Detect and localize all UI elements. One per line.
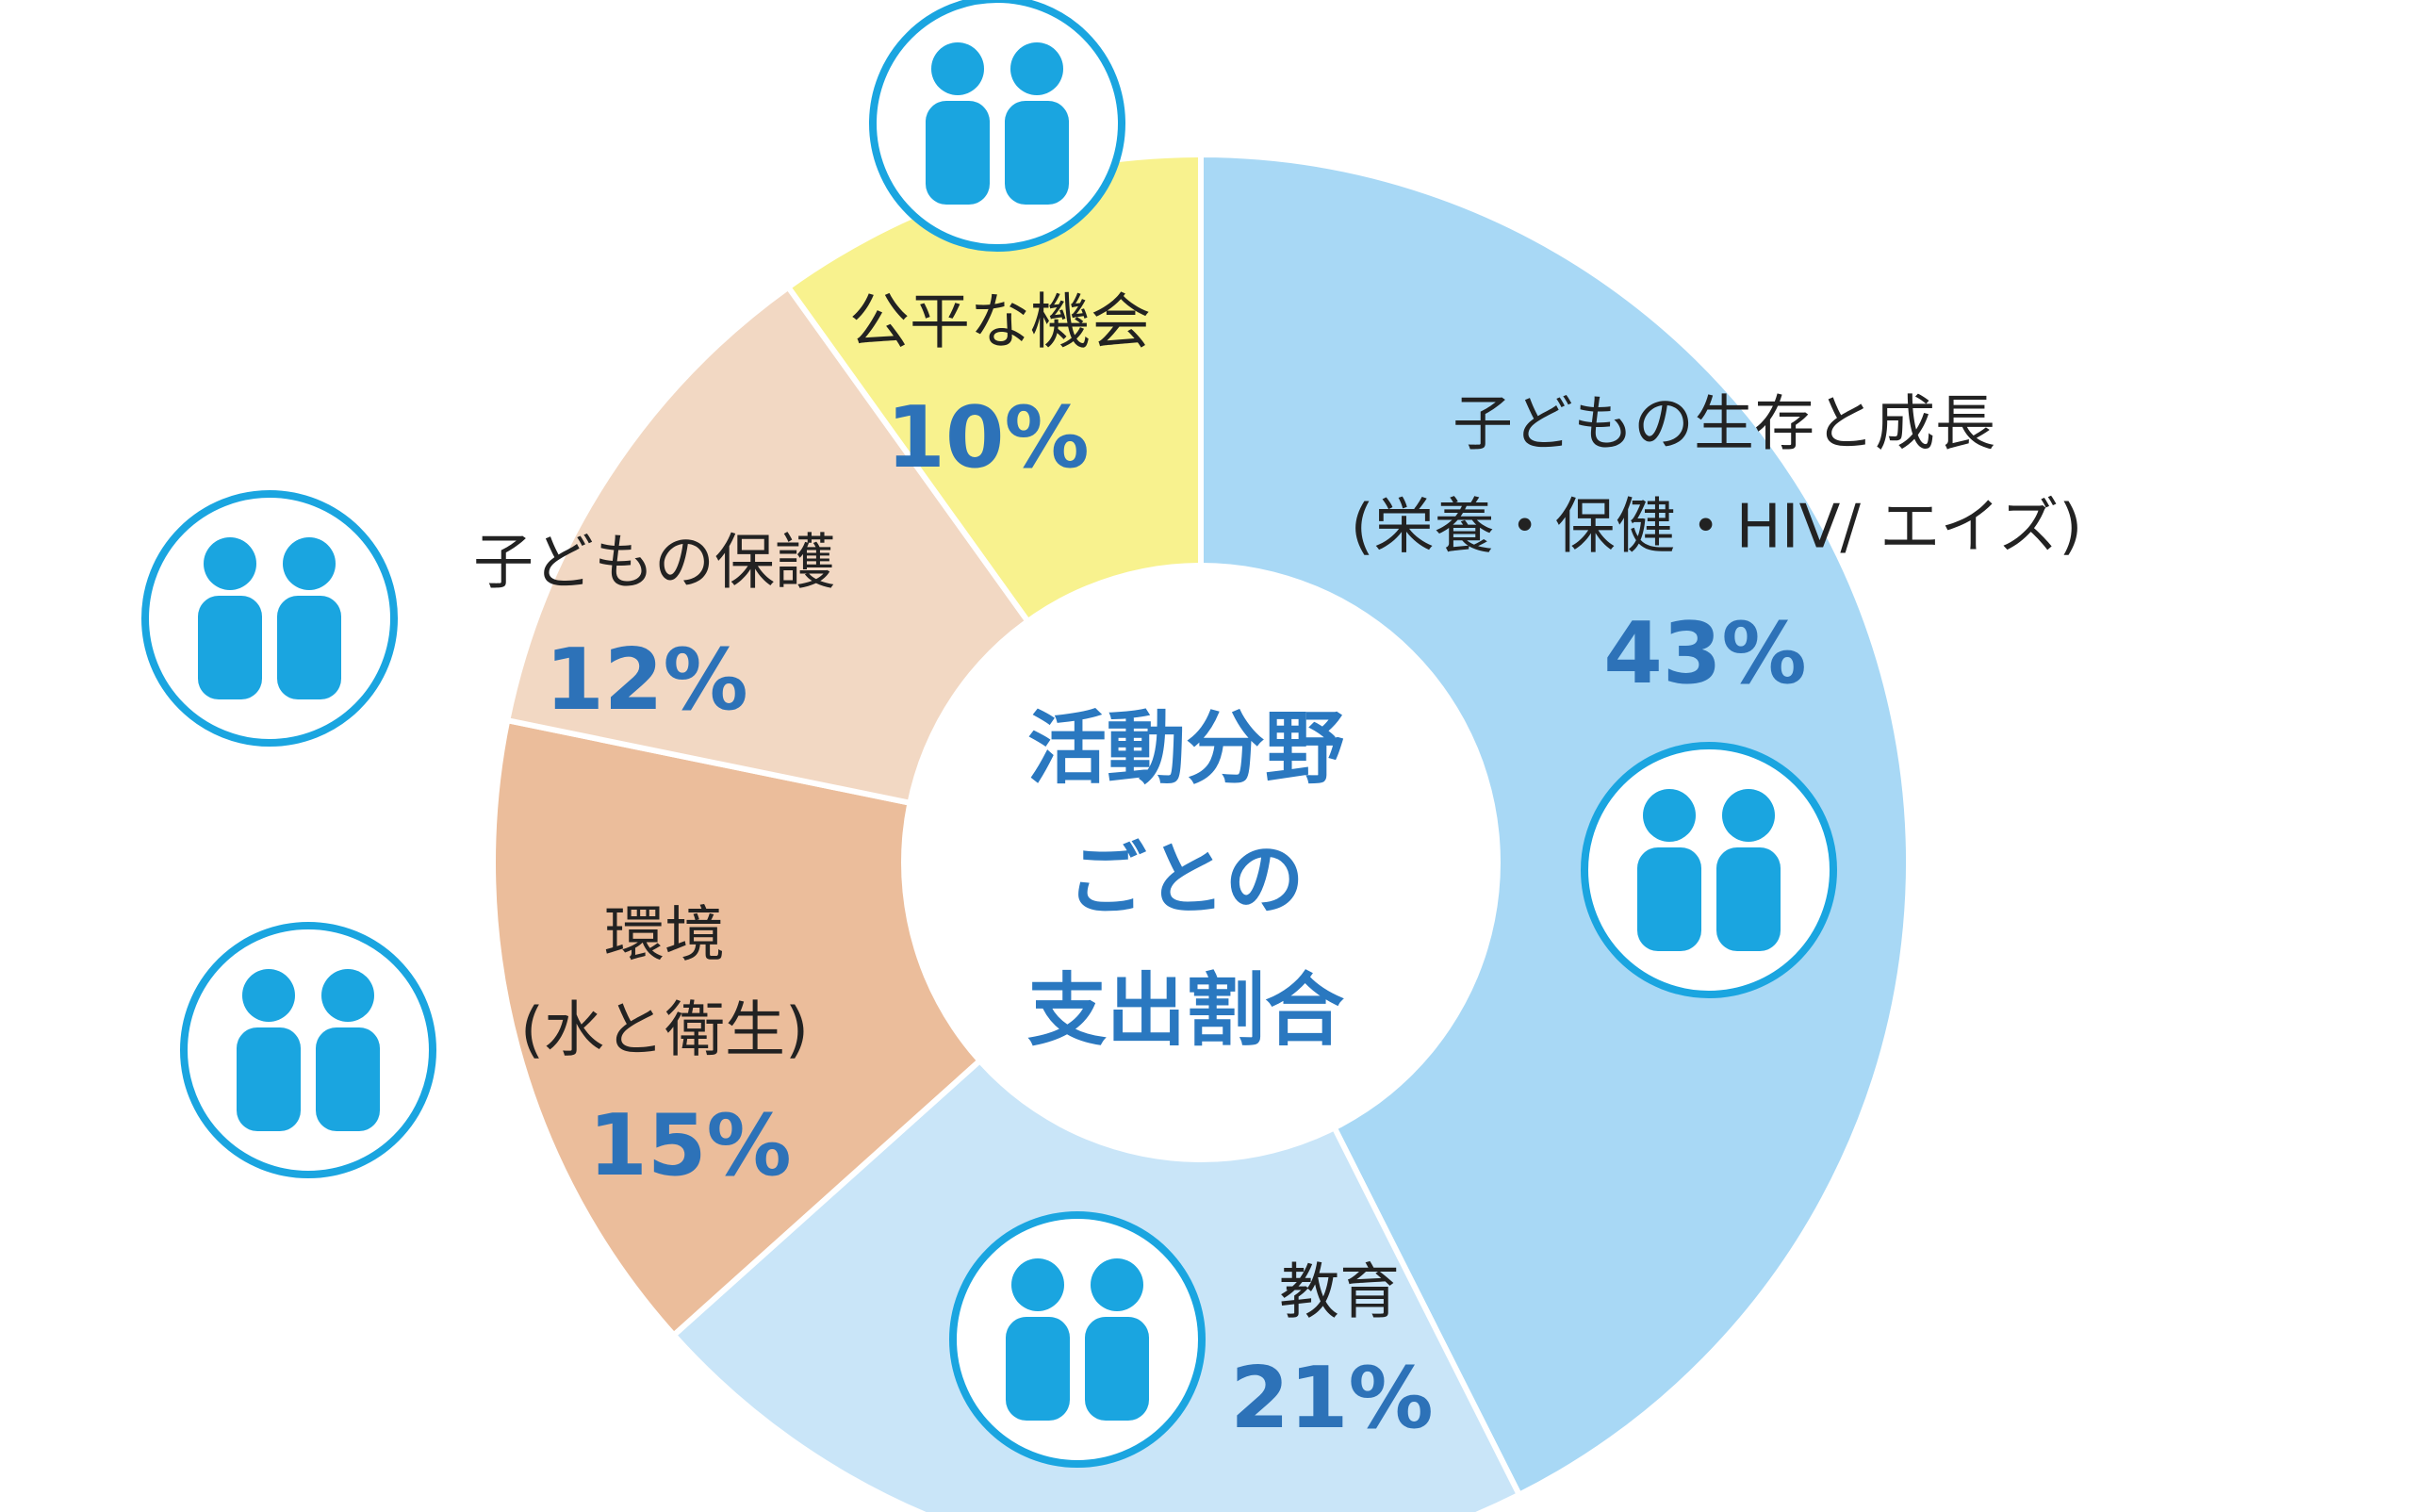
slice <box>1198 151 1912 1499</box>
value-label: 15% <box>588 1096 791 1195</box>
icon-head <box>931 42 984 95</box>
center-label: ごとの <box>1067 833 1304 926</box>
icon-head <box>1722 789 1775 842</box>
category-label: 子どもの保護 <box>473 529 835 599</box>
value-label: 43% <box>1603 604 1806 703</box>
donut-hole <box>901 563 1501 1162</box>
icon-body <box>1716 847 1781 951</box>
icon-circle <box>180 922 436 1178</box>
icon-body <box>198 596 262 699</box>
slice <box>669 858 1523 1512</box>
category-label: (栄養・保健・HIV/ エイズ) <box>1351 493 2083 563</box>
icon-body <box>926 101 990 205</box>
icon-head <box>283 537 336 590</box>
icon <box>869 0 1125 252</box>
category-label: 子どもの生存と成長 <box>1453 390 1995 460</box>
icon-circle <box>1581 742 1837 998</box>
center-label: 支出割合 <box>1027 964 1344 1057</box>
icon-body <box>1085 1317 1149 1421</box>
category-label: 公平な機会 <box>849 288 1151 358</box>
icon-head <box>242 969 295 1022</box>
icon <box>1581 742 1837 998</box>
value-label: 10% <box>886 388 1089 487</box>
icon <box>141 490 398 747</box>
icon-body <box>277 596 341 699</box>
icon-head <box>1091 1258 1143 1311</box>
icon-circle <box>949 1211 1206 1468</box>
value-label: 12% <box>545 631 747 730</box>
category-label: 教育 <box>1279 1258 1400 1328</box>
category-label: 環境 <box>604 901 725 971</box>
value-label: 21% <box>1230 1349 1433 1448</box>
category-label: (水と衛生) <box>520 996 809 1066</box>
icon <box>180 922 436 1178</box>
icon-body <box>237 1027 301 1131</box>
icon-body <box>1637 847 1701 951</box>
icon-circle <box>869 0 1125 252</box>
center-label: 活動分野 <box>1027 702 1344 795</box>
icon-head <box>321 969 374 1022</box>
icon-head <box>1011 1258 1064 1311</box>
icon-head <box>1010 42 1063 95</box>
icon-head <box>1643 789 1696 842</box>
icon-head <box>204 537 256 590</box>
icon-circle <box>141 490 398 747</box>
icon <box>949 1211 1206 1468</box>
icon-body <box>1005 101 1069 205</box>
icon-body <box>316 1027 380 1131</box>
icon-body <box>1006 1317 1070 1421</box>
